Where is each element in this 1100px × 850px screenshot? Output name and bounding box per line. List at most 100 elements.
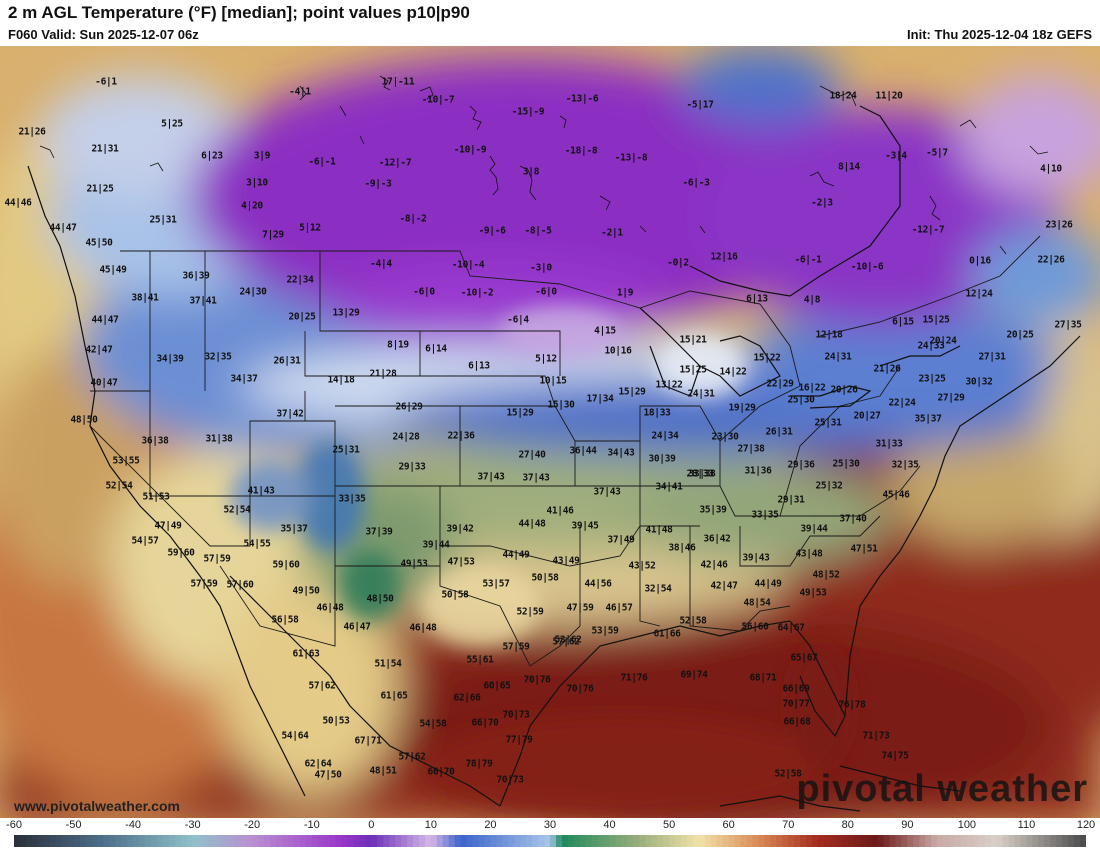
point-value-label: 66|68: [783, 716, 811, 728]
scale-swatch: [490, 835, 497, 847]
scale-swatch: [710, 835, 718, 847]
point-value-label: 4|20: [241, 200, 263, 212]
scale-swatch: [359, 835, 366, 847]
scale-tick-label: -30: [184, 819, 201, 831]
point-value-label: 37|41: [189, 295, 217, 307]
scale-swatch: [401, 835, 408, 847]
scale-swatch: [31, 835, 39, 847]
scale-swatch: [1014, 835, 1022, 847]
point-value-label: 13|29: [332, 307, 360, 319]
point-value-label: 6|15: [892, 316, 914, 328]
point-value-label: 70|77: [782, 698, 810, 710]
point-value-label: 53|57: [482, 578, 510, 590]
point-value-label: 12|24: [965, 288, 993, 300]
scale-swatch: [150, 835, 158, 847]
scale-swatch: [639, 835, 646, 847]
scale-swatch: [1062, 835, 1069, 847]
point-value-label: 54|58: [419, 718, 447, 730]
point-value-label: 25|30: [787, 394, 815, 406]
scale-swatch: [532, 835, 539, 847]
point-value-label: 21|31: [91, 143, 119, 155]
scale-tick-label: -40: [125, 819, 142, 831]
scale-swatch: [740, 835, 748, 847]
scale-swatch: [472, 835, 480, 847]
scale-swatch: [794, 835, 801, 847]
point-value-label: 48|50: [70, 414, 98, 426]
point-value-label: 57|59: [190, 578, 218, 590]
scale-swatch: [621, 835, 629, 847]
point-value-label: -6|-3: [682, 177, 710, 189]
point-value-label: 50|58: [531, 572, 559, 584]
scale-swatch: [746, 835, 754, 847]
point-value-label: -10|-7: [421, 94, 455, 106]
scale-swatch: [835, 835, 843, 847]
scale-swatch: [937, 835, 944, 847]
scale-swatch: [752, 835, 760, 847]
scale-tick-label: -50: [65, 819, 82, 831]
point-value-label: 45|50: [85, 237, 113, 249]
scale-swatch: [91, 835, 98, 847]
point-value-label: 38|46: [668, 542, 696, 554]
point-value-label: 27|35: [1054, 319, 1082, 331]
scale-swatch: [496, 835, 503, 847]
point-value-label: 27|29: [937, 392, 965, 404]
scale-swatch: [871, 835, 879, 847]
point-value-label: 57|59: [502, 641, 530, 653]
point-value-label: 21|28: [369, 368, 397, 380]
scale-swatch: [43, 835, 51, 847]
scale-swatch: [311, 835, 319, 847]
scale-swatch: [978, 835, 986, 847]
point-value-label: 6|13: [468, 360, 490, 372]
scale-swatch: [1020, 835, 1028, 847]
scale-swatch: [407, 835, 414, 847]
point-value-label: 17|-11: [381, 76, 415, 88]
scale-swatch: [657, 835, 664, 847]
scale-swatch: [913, 835, 920, 847]
scale-swatch: [651, 835, 658, 847]
point-value-label: 56|58: [271, 614, 299, 626]
scale-swatch: [514, 835, 521, 847]
point-value-label: 66|69: [782, 683, 810, 695]
point-value-label: -6|-1: [794, 254, 822, 266]
scale-swatch: [567, 835, 575, 847]
point-value-label: 61|66: [653, 628, 681, 640]
point-value-label: 31|38: [205, 433, 233, 445]
scale-swatch: [925, 835, 932, 847]
scale-swatch: [210, 835, 218, 847]
website-url[interactable]: www.pivotalweather.com: [14, 798, 180, 814]
scale-swatch: [579, 835, 587, 847]
point-value-label: 4|8: [803, 294, 821, 306]
scale-swatch: [156, 835, 164, 847]
scale-swatch: [418, 835, 426, 847]
scale-swatch: [14, 835, 21, 847]
point-value-label: 21|25: [86, 183, 114, 195]
scale-swatch: [305, 835, 313, 847]
point-value-label: 68|71: [749, 672, 777, 684]
scale-swatch: [168, 835, 176, 847]
scale-swatch: [1038, 835, 1045, 847]
point-value-label: 70|76: [523, 674, 551, 686]
point-value-label: 5|12: [299, 222, 321, 234]
scale-swatch: [442, 835, 450, 847]
point-value-label: -6|-1: [308, 156, 336, 168]
scale-swatch: [675, 835, 682, 847]
scale-swatch: [770, 835, 777, 847]
point-value-label: -6|1: [95, 76, 117, 88]
point-value-label: 10|15: [539, 375, 567, 387]
point-value-label: -4|4: [370, 258, 392, 270]
point-value-label: 36|39: [182, 270, 210, 282]
point-value-label: 25|30: [832, 458, 860, 470]
scale-swatch: [806, 835, 813, 847]
point-value-label: 57|62: [552, 636, 580, 648]
scale-swatch: [615, 835, 623, 847]
scale-swatch: [663, 835, 670, 847]
scale-swatch: [162, 835, 170, 847]
point-value-label: 52|54: [223, 504, 251, 516]
scale-swatch: [293, 835, 301, 847]
scale-swatch: [591, 835, 599, 847]
scale-swatch: [424, 835, 432, 847]
point-value-label: -12|-7: [378, 157, 412, 169]
point-value-label: 30|39: [648, 453, 676, 465]
point-value-label: 62|64: [304, 758, 332, 770]
point-value-label: 67|71: [354, 735, 382, 747]
